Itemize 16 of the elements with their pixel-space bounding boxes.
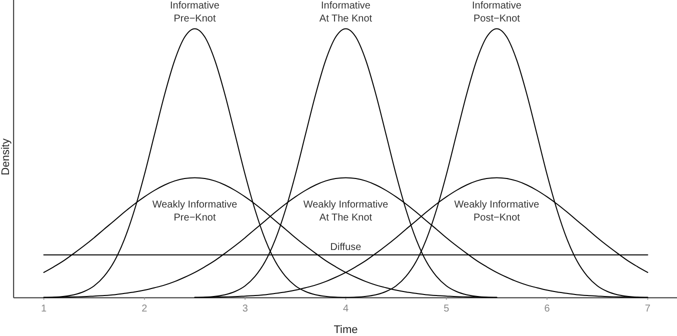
x-tick-label: 3 [242,304,248,315]
x-tick-label: 5 [444,304,450,315]
x-tick-label: 2 [142,304,148,315]
series-label: Informative Post−Knot [472,0,522,25]
series-label: Weakly Informative Post−Knot [454,200,540,224]
x-tick-label: 4 [342,304,349,315]
x-tick-label: 6 [544,304,550,315]
series-label: Informative At The Knot [319,0,372,25]
series-label: Weakly Informative At The Knot [303,200,389,224]
series-label: Weakly Informative Pre−Knot [152,200,238,224]
series-label: Informative Pre−Knot [170,0,220,25]
x-axis-title: Time [334,324,358,336]
series-label: Diffuse [330,242,362,253]
x-tick-label: 7 [644,304,651,315]
y-axis-title: Density [0,138,12,176]
x-tick-label: 1 [41,304,48,315]
